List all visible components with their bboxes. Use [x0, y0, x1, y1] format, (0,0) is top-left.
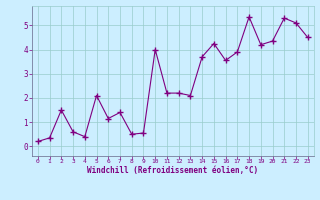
X-axis label: Windchill (Refroidissement éolien,°C): Windchill (Refroidissement éolien,°C): [87, 166, 258, 175]
